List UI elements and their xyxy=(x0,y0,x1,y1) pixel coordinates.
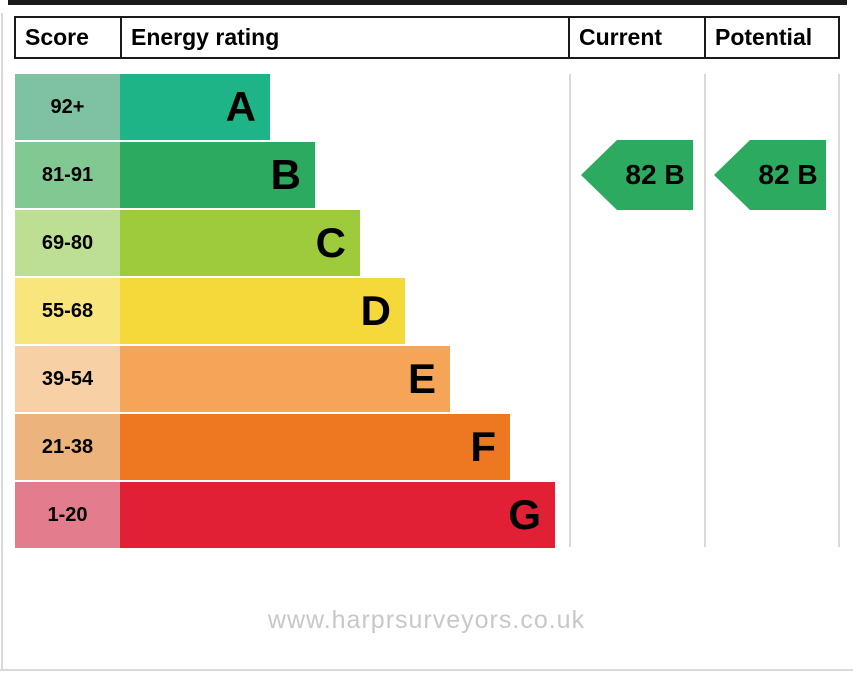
band-letter-bar: D xyxy=(120,278,405,344)
band-row: 92+ A xyxy=(15,74,555,140)
band-row: 55-68 D xyxy=(15,278,555,344)
band-letter-bar: C xyxy=(120,210,360,276)
header-row: Score Energy rating Current Potential xyxy=(14,16,840,59)
header-energy-rating: Energy rating xyxy=(120,18,568,57)
band-score-range: 55-68 xyxy=(15,278,120,344)
band-score-range: 92+ xyxy=(15,74,120,140)
band-letter-bar: G xyxy=(120,482,555,548)
band-row: 1-20 G xyxy=(15,482,555,548)
band-score-range: 39-54 xyxy=(15,346,120,412)
left-pointer-shape: 82 B xyxy=(714,140,826,210)
current-rating-value: 82 B xyxy=(625,159,684,190)
left-pointer-shape: 82 B xyxy=(581,140,693,210)
current-rating-arrow: 82 B xyxy=(581,140,693,210)
band-score-range: 69-80 xyxy=(15,210,120,276)
band-row: 69-80 C xyxy=(15,210,555,276)
header-score: Score xyxy=(25,24,89,50)
potential-rating-value: 82 B xyxy=(758,159,817,190)
band-letter-bar: F xyxy=(120,414,510,480)
band-row: 81-91 B xyxy=(15,142,555,208)
potential-rating-arrow: 82 B xyxy=(714,140,826,210)
current-column-divider xyxy=(569,74,571,547)
header-current: Current xyxy=(568,18,704,57)
band-letter-bar: A xyxy=(120,74,270,140)
left-edge-line xyxy=(1,13,3,669)
band-letter-bar: E xyxy=(120,346,450,412)
website-watermark: www.harprsurveyors.co.uk xyxy=(267,606,586,634)
right-column-divider xyxy=(838,74,840,547)
top-border-bar xyxy=(8,0,847,5)
band-row: 21-38 F xyxy=(15,414,555,480)
band-row: 39-54 E xyxy=(15,346,555,412)
header-potential: Potential xyxy=(704,18,838,57)
band-letter-bar: B xyxy=(120,142,315,208)
potential-column-divider xyxy=(704,74,706,547)
band-score-range: 81-91 xyxy=(15,142,120,208)
band-score-range: 21-38 xyxy=(15,414,120,480)
bottom-edge-line xyxy=(0,669,853,671)
band-score-range: 1-20 xyxy=(15,482,120,548)
